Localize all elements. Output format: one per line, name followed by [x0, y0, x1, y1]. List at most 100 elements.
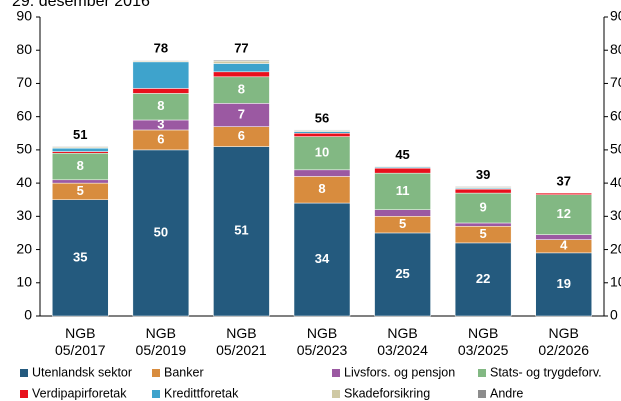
data-label: 34	[315, 251, 330, 266]
data-label: 50	[154, 224, 168, 239]
data-label: 4	[560, 238, 568, 253]
data-label: 11	[396, 183, 410, 198]
data-label: 5	[480, 226, 487, 241]
data-label: 10	[315, 145, 329, 160]
data-label: 8	[157, 98, 164, 113]
data-label: 25	[395, 266, 409, 281]
y2-tick-label: 30	[610, 207, 621, 223]
bar-segment	[132, 93, 190, 121]
data-label: 8	[318, 181, 325, 196]
y2-tick-label: 0	[610, 307, 618, 323]
bar-segment	[213, 59, 270, 62]
legend-swatch	[20, 390, 28, 398]
total-label: 78	[154, 41, 168, 56]
bar-segment	[293, 133, 351, 137]
x-tick-label: NGB 05/2017	[55, 325, 106, 358]
legend-label: Utenlandsk sektor	[32, 365, 132, 379]
bar-segment	[213, 71, 270, 78]
data-label: 51	[234, 223, 248, 238]
x-tick-label: NGB 05/2019	[136, 325, 187, 358]
legend-swatch	[152, 369, 160, 377]
legend-label: Andre	[490, 386, 523, 400]
data-label: 35	[73, 249, 87, 264]
bar-segment	[132, 59, 190, 62]
total-label: 45	[395, 147, 409, 162]
legend-label: Verdipapirforetak	[32, 386, 127, 400]
bar-segment	[374, 167, 431, 174]
y-tick-label: 80	[16, 41, 32, 57]
data-label: 12	[556, 206, 570, 221]
bar-segment	[374, 172, 431, 210]
bar-segment	[52, 152, 109, 181]
bar-segment	[374, 166, 431, 168]
y2-tick-label: 50	[610, 141, 621, 157]
total-label: 39	[476, 167, 490, 182]
y2-tick-label: 80	[610, 41, 621, 57]
y-tick-label: 70	[16, 74, 32, 90]
legend-swatch	[152, 390, 160, 398]
y2-tick-label: 60	[610, 107, 621, 123]
x-tick-label: NGB 03/2025	[458, 325, 509, 358]
bar-segment	[454, 242, 512, 317]
data-label: 5	[77, 183, 84, 198]
y2-tick-label: 70	[610, 74, 621, 90]
legend-swatch	[332, 390, 340, 398]
bar-segment	[213, 60, 270, 64]
bar-segment	[374, 209, 431, 217]
bar-segment	[52, 147, 109, 152]
legend-swatch	[332, 369, 340, 377]
bar-segment	[213, 63, 270, 73]
y-tick-label: 60	[16, 107, 32, 123]
bar-segment	[535, 192, 592, 195]
bar-segment	[132, 149, 190, 317]
data-label: 8	[238, 82, 245, 97]
total-label: 37	[556, 174, 570, 189]
legend-label: Livsfors. og pensjon	[344, 365, 455, 379]
y-tick-label: 90	[16, 8, 32, 24]
total-label: 51	[73, 127, 87, 142]
data-label: 3	[157, 116, 164, 131]
y2-tick-label: 20	[610, 240, 621, 256]
bar-segment	[52, 146, 109, 148]
legend-label: Skadeforsikring	[344, 386, 430, 400]
bar-segment	[213, 76, 270, 104]
y-tick-label: 40	[16, 174, 32, 190]
y-tick-label: 30	[16, 207, 32, 223]
bar-segment	[52, 199, 109, 317]
bar-segment	[293, 129, 351, 131]
data-label: 22	[476, 271, 490, 286]
data-label: 6	[238, 128, 245, 143]
y-tick-label: 10	[16, 273, 32, 289]
legend-label: Stats- og trygdeforv.	[490, 365, 602, 379]
data-label: 6	[157, 131, 164, 146]
bar-segment	[535, 234, 592, 240]
y2-tick-label: 40	[610, 174, 621, 190]
x-tick-label: NGB 05/2021	[216, 325, 267, 358]
total-label: 77	[234, 41, 248, 56]
legend-swatch	[478, 369, 486, 377]
data-label: 5	[399, 216, 406, 231]
data-label: 9	[480, 199, 487, 214]
y2-tick-label: 10	[610, 273, 621, 289]
bar-segment	[454, 222, 512, 227]
bar-segment	[535, 194, 592, 235]
x-tick-label: NGB 05/2023	[297, 325, 348, 358]
bar-segment	[535, 252, 592, 317]
chart-title: 29. desember 2016	[12, 0, 150, 10]
bar-segment	[454, 188, 512, 194]
y-tick-label: 50	[16, 141, 32, 157]
bar-segment	[132, 88, 190, 94]
bar-segment	[52, 179, 109, 184]
bar-segment	[454, 186, 512, 188]
data-label: 19	[556, 276, 570, 291]
bar-segment	[293, 176, 351, 204]
bar-segment	[213, 146, 270, 317]
y2-tick-label: 90	[610, 8, 621, 24]
x-tick-label: NGB 02/2026	[538, 325, 589, 358]
bar-segment	[132, 61, 190, 89]
legend-label: Kredittforetak	[164, 386, 239, 400]
x-tick-label: NGB 03/2024	[377, 325, 428, 358]
bar-segment	[454, 192, 512, 224]
bar-segment	[293, 202, 351, 317]
